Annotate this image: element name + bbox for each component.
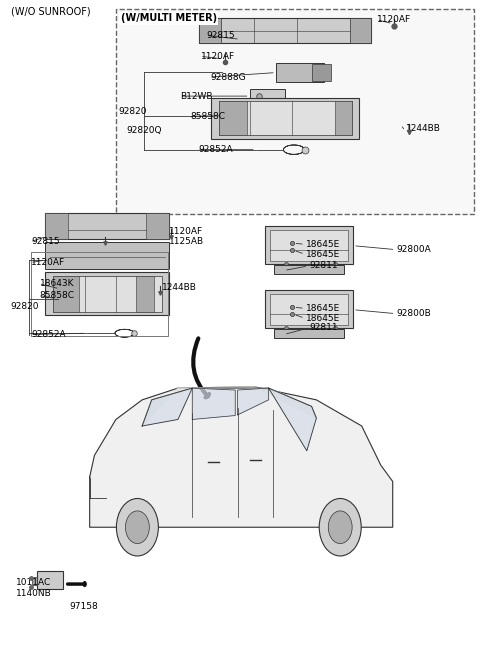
Text: 85858C: 85858C bbox=[190, 112, 225, 121]
Text: 92852A: 92852A bbox=[31, 330, 66, 339]
Bar bbox=[53, 276, 79, 312]
Text: 92811: 92811 bbox=[309, 323, 338, 333]
Bar bbox=[336, 101, 352, 135]
Text: 92811: 92811 bbox=[309, 262, 338, 270]
Text: 85858C: 85858C bbox=[39, 291, 74, 300]
Text: 1244BB: 1244BB bbox=[162, 283, 197, 292]
Text: 92820: 92820 bbox=[118, 107, 147, 115]
Text: 1120AF: 1120AF bbox=[377, 15, 411, 24]
Text: 1011AC: 1011AC bbox=[16, 578, 51, 587]
Text: 97158: 97158 bbox=[70, 602, 98, 611]
Text: B12WB: B12WB bbox=[180, 92, 213, 100]
Bar bbox=[37, 571, 63, 589]
Text: 92815: 92815 bbox=[31, 237, 60, 246]
Bar bbox=[270, 230, 348, 261]
Polygon shape bbox=[192, 388, 235, 419]
Bar bbox=[33, 577, 37, 584]
Bar bbox=[350, 18, 371, 43]
Text: 92852A: 92852A bbox=[198, 145, 233, 154]
Bar bbox=[270, 294, 348, 325]
Bar bbox=[218, 101, 247, 135]
Bar bbox=[45, 272, 169, 315]
Text: 1244BB: 1244BB bbox=[406, 124, 441, 133]
Bar bbox=[199, 18, 221, 43]
Text: 18645E: 18645E bbox=[306, 314, 340, 323]
Text: 1120AF: 1120AF bbox=[31, 258, 65, 267]
Bar bbox=[136, 276, 154, 312]
Bar bbox=[146, 213, 169, 239]
Text: 1120AF: 1120AF bbox=[169, 227, 204, 236]
Text: 92820Q: 92820Q bbox=[126, 125, 162, 134]
Text: 1125AB: 1125AB bbox=[169, 237, 204, 246]
Bar bbox=[45, 213, 68, 239]
Circle shape bbox=[328, 511, 352, 544]
Text: (W/MULTI METER): (W/MULTI METER) bbox=[120, 13, 217, 23]
Bar bbox=[53, 276, 162, 312]
Bar bbox=[265, 290, 353, 328]
Text: (W/O SUNROOF): (W/O SUNROOF) bbox=[11, 7, 91, 16]
Polygon shape bbox=[90, 387, 393, 527]
Text: 1120AF: 1120AF bbox=[201, 52, 235, 61]
Text: 1140NB: 1140NB bbox=[16, 588, 51, 598]
Text: 18645E: 18645E bbox=[306, 240, 340, 249]
Circle shape bbox=[319, 499, 361, 556]
Bar bbox=[250, 89, 285, 103]
Bar bbox=[275, 265, 344, 274]
Bar bbox=[45, 242, 169, 269]
Circle shape bbox=[116, 499, 158, 556]
Polygon shape bbox=[142, 388, 192, 426]
Bar bbox=[45, 213, 169, 239]
Bar bbox=[32, 252, 168, 336]
Polygon shape bbox=[269, 388, 316, 451]
Bar bbox=[276, 63, 324, 83]
Bar bbox=[218, 101, 352, 135]
Bar bbox=[312, 64, 331, 81]
Polygon shape bbox=[142, 387, 316, 426]
Bar bbox=[265, 226, 353, 264]
Bar bbox=[211, 98, 360, 138]
Text: 92888G: 92888G bbox=[210, 73, 246, 81]
Polygon shape bbox=[238, 388, 269, 415]
Text: 92800A: 92800A bbox=[396, 245, 431, 254]
Circle shape bbox=[125, 511, 149, 544]
Bar bbox=[199, 18, 371, 43]
Text: 18643K: 18643K bbox=[39, 279, 74, 288]
Text: 18645E: 18645E bbox=[306, 250, 340, 258]
Text: 92820: 92820 bbox=[10, 302, 38, 311]
Text: 92800B: 92800B bbox=[396, 309, 431, 318]
Text: 92815: 92815 bbox=[206, 31, 235, 40]
Bar bbox=[275, 329, 344, 338]
Text: 18645E: 18645E bbox=[306, 304, 340, 313]
Bar bbox=[116, 9, 474, 214]
